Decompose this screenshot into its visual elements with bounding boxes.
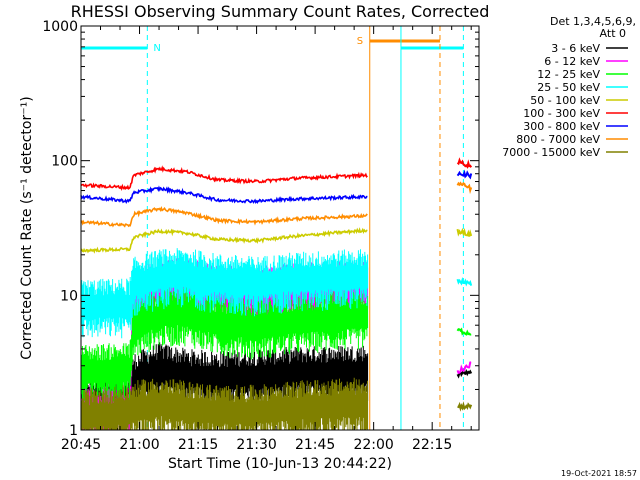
legend-entry-3-6-kev: 3 - 6 keV [551,42,628,55]
y-tick-label: 100 [51,154,78,170]
series-trace-300-800-kev [80,185,368,205]
legend-header-line-1: Det 1,3,4,5,6,9, [550,15,636,28]
y-axis-label: Corrected Count Rate (s⁻¹ detector⁻¹) [19,96,35,359]
footer-date: 19-Oct-2021 18:57 [561,469,637,478]
axes-layer: 20:45 21:00 21:15 21:30 21:45 22:00 22:15 1 10 10… [42,19,480,453]
series-post-gap-25-50-kev [456,276,473,287]
x-tick-label: 21:45 [295,437,335,453]
legend-entry-50-100-kev: 50 - 100 keV [530,94,628,107]
legend-entry-12-25-kev: 12 - 25 keV [537,68,628,81]
legend-label: 25 - 50 keV [537,81,600,94]
series-800-7000-kev [80,181,473,228]
legend-entry-100-300-kev: 100 - 300 keV [523,107,628,120]
plot-layer: NS [80,26,473,430]
series-post-gap-7000-15000-kev [457,401,473,412]
plot-frame [80,25,480,431]
series-post-gap-100-300-kev [456,157,473,169]
series-post-gap-800-7000-kev [456,181,473,195]
series-50-100-kev [80,227,473,254]
series-post-gap-300-800-kev [456,169,473,180]
series-trace-800-7000-kev [80,206,368,228]
legend-label: 100 - 300 keV [523,107,600,120]
series-post-gap-12-25-kev [456,327,472,336]
legend-label: 300 - 800 keV [523,120,600,133]
x-tick-label: 20:45 [61,437,101,453]
x-axis-label: Start Time (10-Jun-13 20:44:22) [168,456,392,472]
x-tick-label: 21:00 [119,437,159,453]
legend-entry-800-7000-kev: 800 - 7000 keV [516,133,628,146]
x-tick-label: 21:30 [236,437,276,453]
legend-entry-25-50-kev: 25 - 50 keV [537,81,628,94]
series-trace-50-100-kev [80,227,368,254]
y-tick-label: 10 [60,288,78,304]
series-post-gap-50-100-kev [456,227,473,237]
legend-header-line-2: Att 0 [600,27,626,40]
series-7000-15000-kev [80,377,473,430]
x-tick-label: 22:00 [353,437,393,453]
legend-entry-7000-15000-kev: 7000 - 15000 keV [502,146,628,159]
chart-title: RHESSI Observing Summary Count Rates, Co… [71,2,490,21]
y-tick-label: 1 [69,423,78,439]
legend-label: 800 - 7000 keV [516,133,600,146]
x-tick-label: 22:15 [412,437,452,453]
series-post-gap-6-12-kev [456,361,472,374]
y-tick-label: 1000 [42,19,78,35]
legend-label: 7000 - 15000 keV [502,146,600,159]
saa-bar-label: S [357,36,363,47]
legend-entry-6-12-kev: 6 - 12 keV [544,55,628,68]
legend-entry-300-800-kev: 300 - 800 keV [523,120,628,133]
legend-label: 3 - 6 keV [551,42,600,55]
night-bar-label: N [153,43,160,54]
series-100-300-kev [80,157,473,192]
x-tick-label: 21:15 [178,437,218,453]
legend-label: 6 - 12 keV [544,55,600,68]
series-trace-100-300-kev [80,165,368,192]
legend-label: 50 - 100 keV [530,94,600,107]
legend-label: 12 - 25 keV [537,68,600,81]
series-300-800-kev [80,169,473,205]
